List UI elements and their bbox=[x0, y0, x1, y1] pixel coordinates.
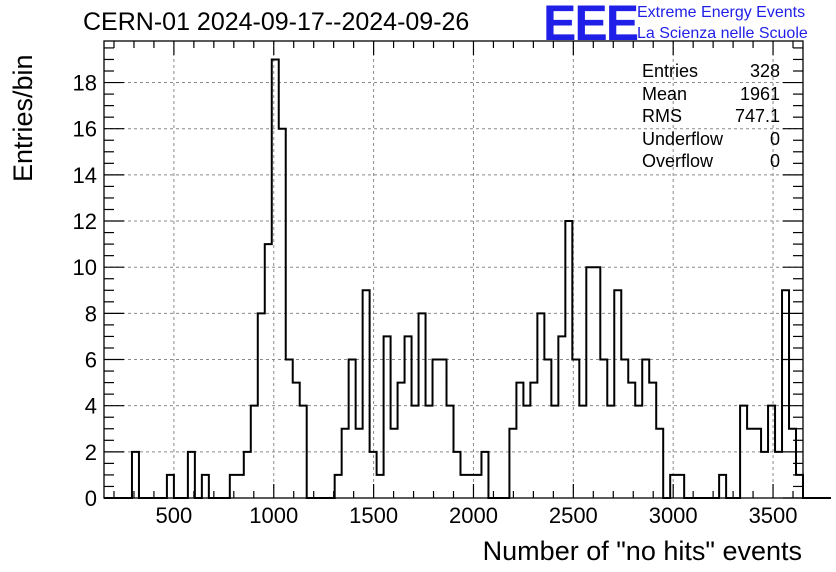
stat-label: Underflow bbox=[642, 128, 724, 149]
y-tick-label: 2 bbox=[85, 440, 97, 465]
x-tick-label: 3000 bbox=[649, 503, 698, 528]
x-tick-label: 2500 bbox=[549, 503, 598, 528]
x-axis-label: Number of "no hits" events bbox=[482, 536, 802, 566]
stat-row-entries: Entries 328 bbox=[642, 60, 780, 83]
y-tick-label: 4 bbox=[85, 394, 97, 419]
y-tick-label: 6 bbox=[85, 348, 97, 373]
stats-box: Entries 328 Mean 1961 RMS 747.1 Underflow 0 Over… bbox=[642, 60, 780, 173]
stat-label: RMS bbox=[642, 106, 682, 126]
x-tick-label: 3500 bbox=[749, 503, 798, 528]
stat-value: 1961 bbox=[739, 83, 780, 104]
axis-tick-labels: 500 1000 1500 2000 2500 3000 3500 0 2 4 6 8 10 12 14 16… bbox=[73, 71, 798, 528]
logo-line-2: La Scienza nelle Scuole bbox=[637, 25, 808, 42]
x-tick-label: 1500 bbox=[349, 503, 398, 528]
y-tick-label: 16 bbox=[73, 117, 97, 142]
stat-row-underflow: Underflow 0 bbox=[642, 128, 780, 151]
eee-logo-text: Extreme Energy Events La Scienza nelle S… bbox=[637, 2, 808, 44]
stat-value: 747.1 bbox=[734, 106, 780, 126]
y-tick-label: 10 bbox=[73, 255, 97, 280]
logo-line-1: Extreme Energy Events bbox=[637, 4, 806, 21]
x-tick-label: 2000 bbox=[449, 503, 498, 528]
axis-ticks bbox=[104, 41, 803, 499]
stat-row-mean: Mean 1961 bbox=[642, 83, 780, 106]
stat-value: 328 bbox=[749, 61, 780, 81]
stat-value: 0 bbox=[769, 128, 780, 149]
y-tick-label: 8 bbox=[85, 301, 97, 326]
stat-row-overflow: Overflow 0 bbox=[642, 150, 780, 173]
stat-label: Entries bbox=[642, 61, 699, 81]
x-tick-label: 500 bbox=[156, 503, 193, 528]
y-tick-label: 0 bbox=[85, 486, 97, 511]
stat-value: 0 bbox=[769, 151, 780, 171]
y-tick-label: 18 bbox=[73, 71, 97, 96]
stat-row-rms: RMS 747.1 bbox=[642, 105, 780, 128]
y-tick-label: 12 bbox=[73, 209, 97, 234]
eee-logo: EEE bbox=[543, 0, 639, 51]
stat-label: Mean bbox=[642, 83, 688, 104]
stat-label: Overflow bbox=[642, 151, 714, 171]
y-axis-label: Entries/bin bbox=[8, 54, 38, 182]
y-tick-label: 14 bbox=[73, 163, 97, 188]
x-tick-label: 1000 bbox=[249, 503, 298, 528]
chart-title: CERN-01 2024-09-17--2024-09-26 bbox=[83, 8, 470, 36]
